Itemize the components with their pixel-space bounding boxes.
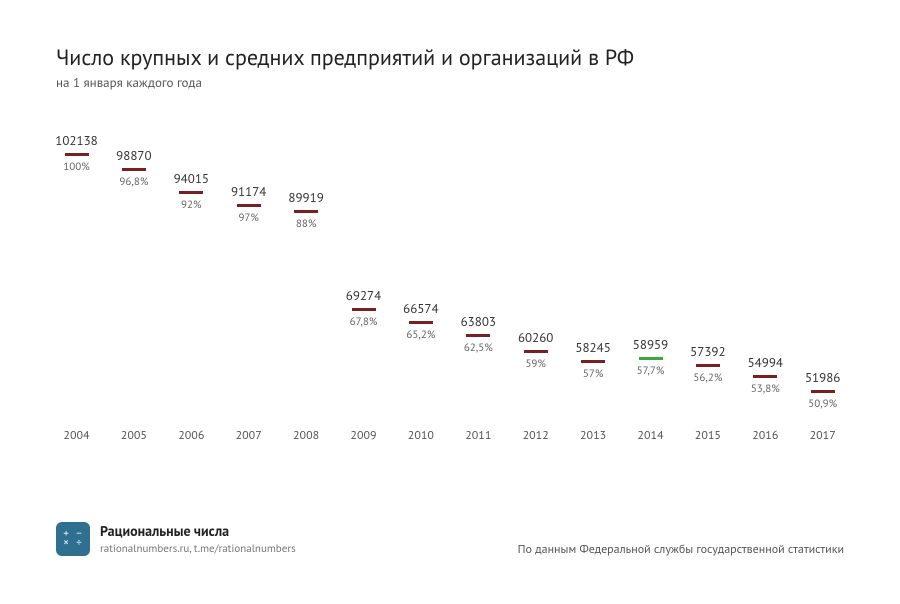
data-mark bbox=[811, 390, 835, 393]
axis-year-label: 2013 bbox=[565, 428, 622, 443]
data-value: 91174 bbox=[220, 183, 277, 200]
chart-column: 60260 59% bbox=[507, 329, 564, 371]
data-value: 69274 bbox=[335, 287, 392, 304]
chart-column: 98870 96,8% bbox=[105, 147, 162, 189]
data-mark bbox=[639, 357, 663, 360]
data-value: 66574 bbox=[392, 300, 449, 317]
data-percent: 57% bbox=[565, 367, 622, 381]
chart-column: 51986 50,9% bbox=[794, 369, 851, 411]
data-percent: 59% bbox=[507, 357, 564, 371]
chart-column: 54994 53,8% bbox=[737, 354, 794, 396]
chart-column: 102138 100% bbox=[48, 132, 105, 174]
axis-year-label: 2006 bbox=[163, 428, 220, 443]
data-percent: 50,9% bbox=[794, 397, 851, 411]
axis-year-label: 2015 bbox=[679, 428, 736, 443]
data-value: 51986 bbox=[794, 369, 851, 386]
data-value: 60260 bbox=[507, 329, 564, 346]
chart-column: 91174 97% bbox=[220, 183, 277, 225]
chart-column: 66574 65,2% bbox=[392, 300, 449, 342]
data-mark bbox=[179, 191, 203, 194]
data-percent: 56,2% bbox=[679, 371, 736, 385]
data-mark bbox=[581, 360, 605, 363]
chart-column: 58245 57% bbox=[565, 339, 622, 381]
data-percent: 97% bbox=[220, 211, 277, 225]
data-percent: 67,8% bbox=[335, 315, 392, 329]
axis-year-label: 2010 bbox=[392, 428, 449, 443]
brand-links: rationalnumbers.ru, t.me/rationalnumbers bbox=[100, 542, 296, 556]
axis-year-label: 2005 bbox=[105, 428, 162, 443]
data-mark bbox=[524, 350, 548, 353]
axis-year-label: 2008 bbox=[278, 428, 335, 443]
axis-year-label: 2007 bbox=[220, 428, 277, 443]
data-percent: 65,2% bbox=[392, 328, 449, 342]
data-mark bbox=[237, 204, 261, 207]
chart-column: 63803 62,5% bbox=[450, 313, 507, 355]
data-value: 98870 bbox=[105, 147, 162, 164]
data-mark bbox=[696, 364, 720, 367]
data-value: 57392 bbox=[679, 343, 736, 360]
axis-year-label: 2017 bbox=[794, 428, 851, 443]
data-mark bbox=[409, 321, 433, 324]
data-source: По данным Федеральной службы государстве… bbox=[518, 542, 844, 557]
data-mark bbox=[294, 210, 318, 213]
data-percent: 92% bbox=[163, 198, 220, 212]
data-value: 54994 bbox=[737, 354, 794, 371]
axis-year-label: 2004 bbox=[48, 428, 105, 443]
data-value: 94015 bbox=[163, 170, 220, 187]
data-percent: 96,8% bbox=[105, 175, 162, 189]
data-value: 89919 bbox=[278, 189, 335, 206]
axis-year-label: 2012 bbox=[507, 428, 564, 443]
chart-column: 94015 92% bbox=[163, 170, 220, 212]
data-mark bbox=[352, 308, 376, 311]
axis-year-label: 2009 bbox=[335, 428, 392, 443]
brand-name: Рациональные числа bbox=[100, 522, 229, 540]
data-mark bbox=[753, 375, 777, 378]
data-value: 58245 bbox=[565, 339, 622, 356]
chart-column: 89919 88% bbox=[278, 189, 335, 231]
data-percent: 88% bbox=[278, 217, 335, 231]
data-percent: 62,5% bbox=[450, 341, 507, 355]
page: Число крупных и средних предприятий и ор… bbox=[0, 0, 900, 604]
data-percent: 53,8% bbox=[737, 382, 794, 396]
axis-year-label: 2011 bbox=[450, 428, 507, 443]
chart-column: 57392 56,2% bbox=[679, 343, 736, 385]
data-value: 102138 bbox=[48, 132, 105, 149]
data-mark bbox=[122, 168, 146, 171]
axis-year-label: 2014 bbox=[622, 428, 679, 443]
data-mark bbox=[65, 153, 89, 156]
chart-column: 58959 57,7% bbox=[622, 336, 679, 378]
chart-column: 69274 67,8% bbox=[335, 287, 392, 329]
chart-area: 102138100%20049887096,8%20059401592%2006… bbox=[48, 140, 852, 440]
footer: + − × ÷ Рациональные числа rationalnumbe… bbox=[56, 522, 844, 570]
page-subtitle: на 1 января каждого года bbox=[56, 74, 202, 91]
page-title: Число крупных и средних предприятий и ор… bbox=[56, 44, 634, 72]
brand-logo-icon: + − × ÷ bbox=[56, 522, 90, 556]
data-mark bbox=[466, 334, 490, 337]
axis-year-label: 2016 bbox=[737, 428, 794, 443]
data-percent: 57,7% bbox=[622, 364, 679, 378]
data-value: 58959 bbox=[622, 336, 679, 353]
data-value: 63803 bbox=[450, 313, 507, 330]
data-percent: 100% bbox=[48, 160, 105, 174]
